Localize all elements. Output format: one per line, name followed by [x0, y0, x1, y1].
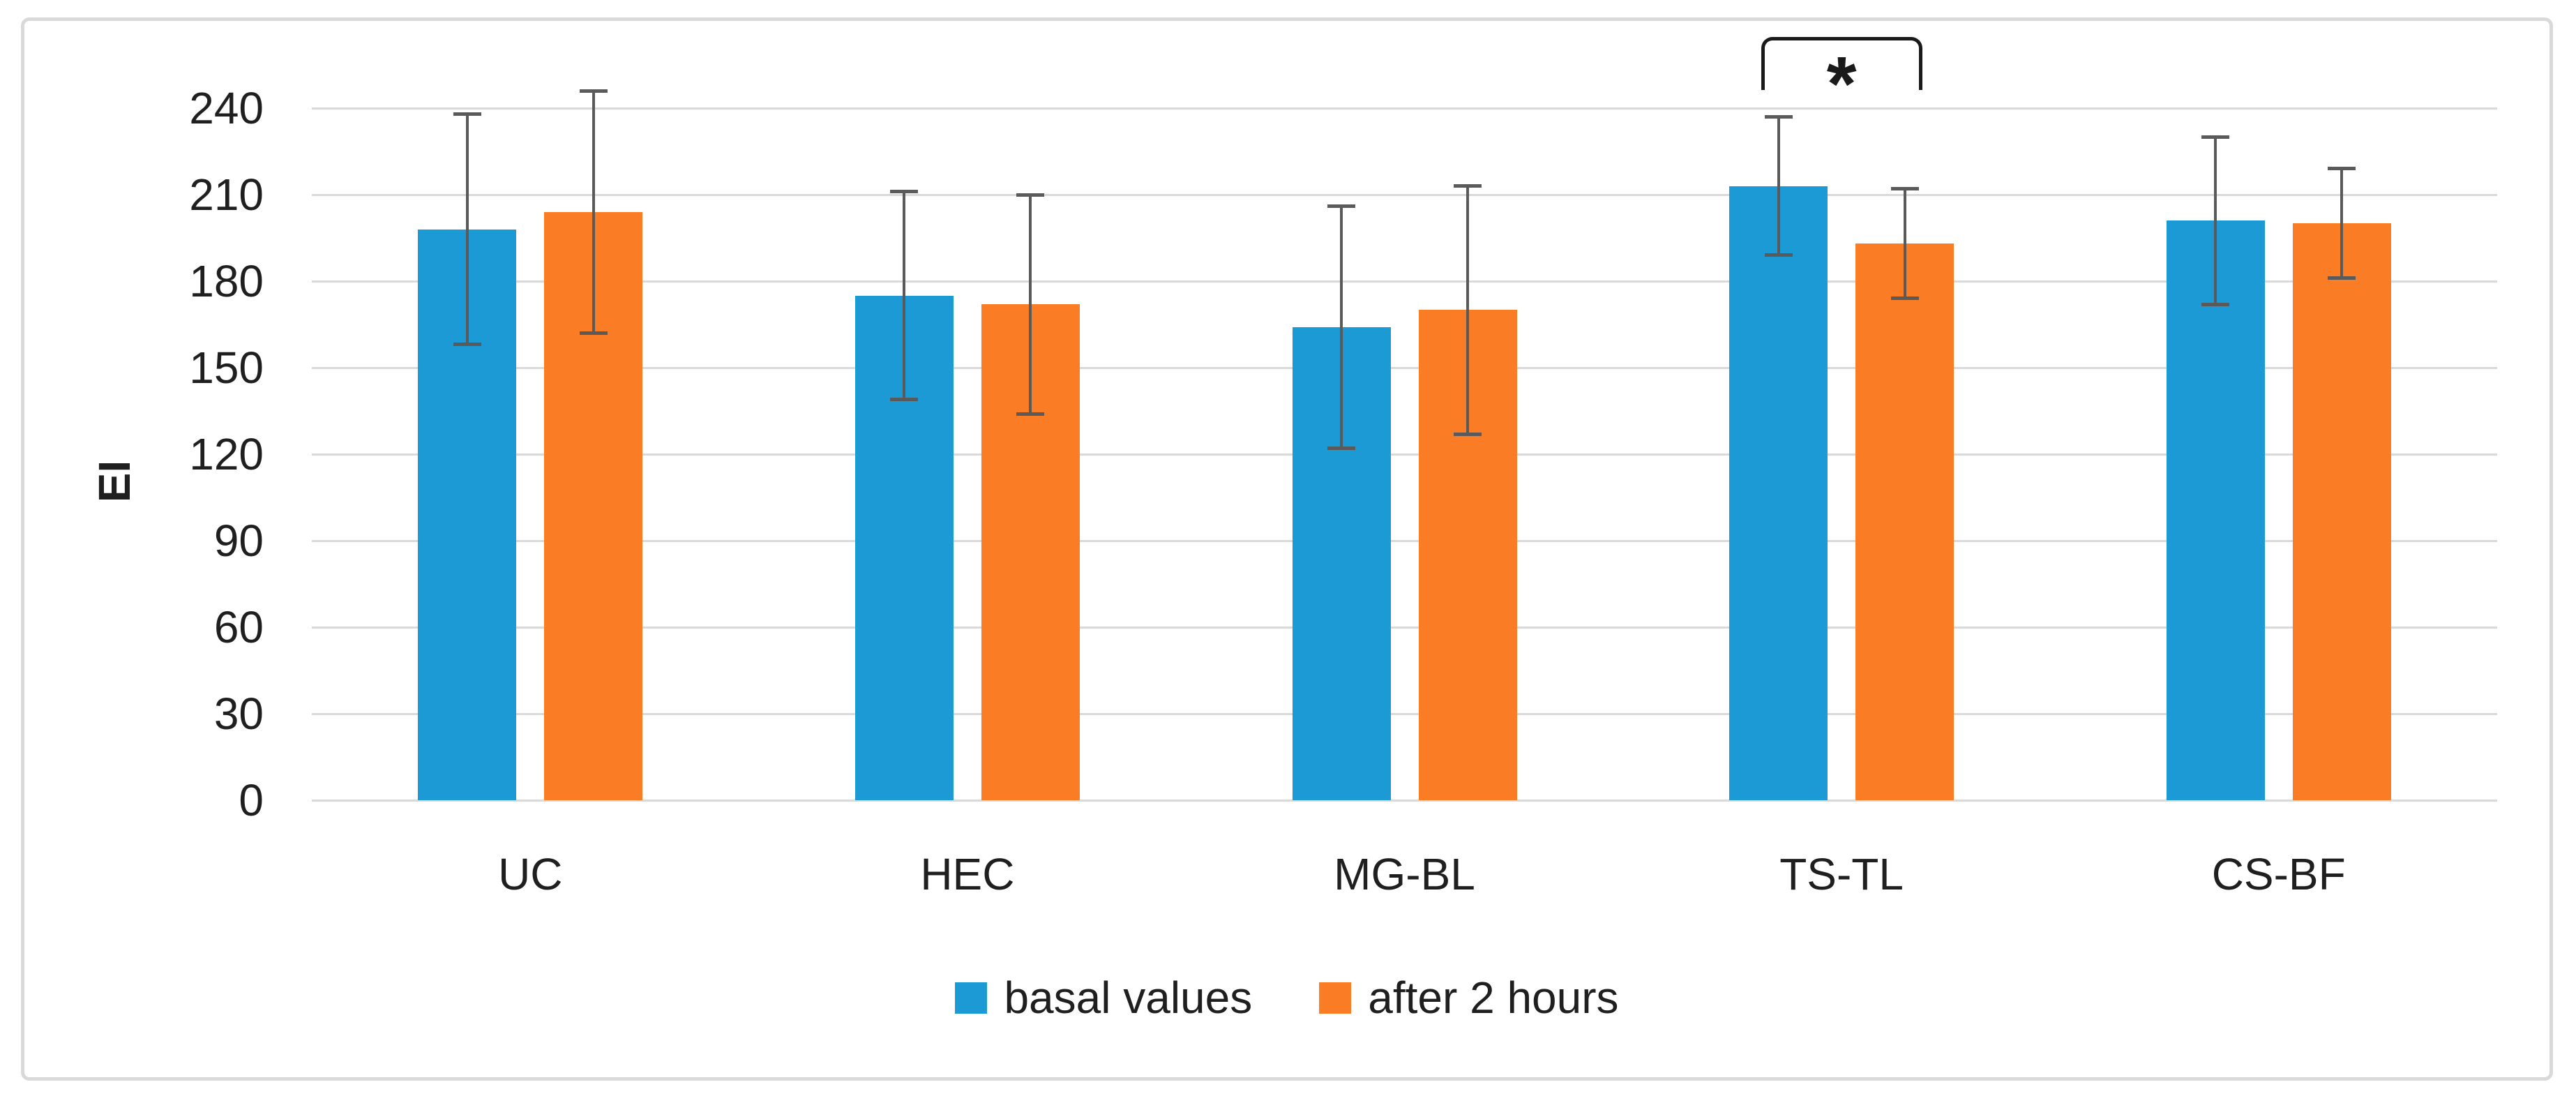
error-bar-cap-top [453, 112, 481, 116]
gridline-y-0 [312, 799, 2497, 802]
legend-item-after-2-hours: after 2 hours [1319, 972, 1619, 1023]
gridlines-layer [24, 21, 2549, 1077]
y-axis-tick-labels: 0 30 60 90 120 150 180 210 240 [24, 21, 2549, 1077]
error-bar-cap-bottom [453, 343, 481, 347]
error-bar-cap-top [1764, 114, 1793, 119]
error-bar-cap-top [890, 190, 919, 194]
error-bar-cap-bottom [1764, 253, 1793, 257]
bar-basal-values-TS-TL [1729, 186, 1828, 800]
legend: basal values after 2 hours [24, 970, 2549, 1026]
legend-label: basal values [1004, 973, 1253, 1023]
significance-bracket-TS-TL [1761, 37, 1922, 90]
x-category-label-UC: UC [498, 849, 563, 899]
error-bar-HEC [1029, 195, 1032, 414]
error-bar-cap-bottom [2201, 302, 2230, 306]
gridline-y-60 [312, 626, 2497, 629]
legend-swatch-basal-values [955, 982, 988, 1014]
error-bars-layer [24, 21, 2549, 1077]
y-tick-label-240: 240 [189, 83, 264, 133]
bar-basal-values-CS-BF [2166, 220, 2265, 800]
error-bar-cap-bottom [1890, 297, 1919, 301]
error-bar-cap-top [1890, 187, 1919, 191]
error-bar-cap-bottom [1016, 412, 1045, 416]
gridline-y-90 [312, 539, 2497, 542]
gridline-y-120 [312, 453, 2497, 456]
legend-label: after 2 hours [1368, 973, 1619, 1023]
error-bar-cap-top [1454, 184, 1482, 188]
bars-layer [24, 21, 2549, 1077]
error-bar-CS-BF [2214, 137, 2217, 305]
y-tick-label-0: 0 [239, 775, 264, 825]
y-tick-label-90: 90 [213, 516, 264, 566]
y-tick-label-60: 60 [213, 602, 264, 652]
error-bar-cap-bottom [1327, 447, 1355, 451]
error-bar-cap-bottom [890, 397, 919, 401]
y-tick-label-120: 120 [189, 429, 264, 479]
y-tick-label-30: 30 [213, 689, 264, 739]
gridline-y-240 [312, 107, 2497, 110]
x-category-label-HEC: HEC [920, 849, 1015, 899]
gridline-y-210 [312, 193, 2497, 196]
error-bar-cap-top [1016, 193, 1045, 197]
error-bar-MG-BL [1466, 186, 1469, 435]
y-tick-label-180: 180 [189, 256, 264, 306]
error-bar-cap-bottom [1454, 432, 1482, 436]
x-category-label-CS-BF: CS-BF [2211, 849, 2346, 899]
gridline-y-180 [312, 280, 2497, 283]
error-bar-cap-top [579, 89, 608, 93]
error-bar-cap-top [2328, 167, 2356, 171]
error-bar-MG-BL [1340, 206, 1343, 449]
error-bar-HEC [903, 191, 906, 400]
error-bar-cap-bottom [2328, 276, 2356, 280]
significance-asterisk-TS-TL: * [1826, 41, 1857, 127]
y-tick-label-210: 210 [189, 170, 264, 220]
chart-frame: 0 30 60 90 120 150 180 210 240 UC HEC MG-BL TS-TL CS… [21, 17, 2553, 1081]
x-category-label-TS-TL: TS-TL [1779, 849, 1904, 899]
significance-annotations-layer: * [24, 21, 2549, 1077]
x-axis-category-labels: UC HEC MG-BL TS-TL CS-BF [24, 21, 2549, 1077]
gridline-y-30 [312, 712, 2497, 715]
bar-after-2-hours-CS-BF [2292, 223, 2391, 800]
error-bar-UC [465, 114, 469, 345]
bar-after-2-hours-TS-TL [1855, 243, 1954, 800]
error-bar-TS-TL [1903, 188, 1906, 299]
error-bar-UC [592, 91, 595, 333]
error-bar-CS-BF [2340, 168, 2344, 278]
y-tick-label-150: 150 [189, 343, 264, 393]
x-category-label-MG-BL: MG-BL [1334, 849, 1475, 899]
legend-swatch-after-2-hours [1319, 982, 1352, 1014]
error-bar-cap-top [1327, 204, 1355, 209]
legend-item-basal-values: basal values [955, 972, 1252, 1023]
error-bar-TS-TL [1777, 117, 1780, 255]
gridline-y-150 [312, 366, 2497, 369]
error-bar-cap-top [2201, 135, 2230, 139]
error-bar-cap-bottom [579, 331, 608, 335]
